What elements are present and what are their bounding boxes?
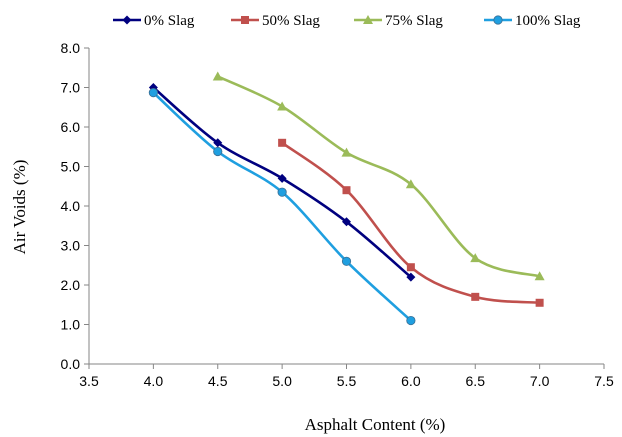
data-point [213,138,223,148]
legend-marker [122,15,132,25]
data-point [148,88,158,98]
legend-item: 0% Slag [113,13,195,29]
data-point [406,263,415,272]
data-point [213,146,223,157]
y-tick-label: 4.0 [61,198,81,214]
data-point [471,292,480,301]
y-tick-label: 5.0 [61,159,81,175]
data-point [406,315,416,326]
legend-marker [493,15,503,25]
legend-marker [363,15,373,24]
y-tick-label: 0.0 [61,356,81,372]
data-point [342,186,351,195]
series-0 [148,83,416,282]
legend-label: 100% Slag [515,13,581,29]
data-point [470,253,481,263]
x-tick-label: 7.5 [594,373,614,389]
x-tick-label: 5.5 [337,373,357,389]
data-point [277,187,287,197]
series-3 [148,88,416,326]
legend-label: 0% Slag [144,13,195,29]
data-point [534,271,545,281]
y-tick-label: 6.0 [61,119,81,135]
data-point [341,256,352,266]
data-point [278,138,287,147]
data-point [341,147,352,157]
data-point [277,173,287,183]
y-tick-label: 3.0 [61,238,81,254]
y-tick-label: 7.0 [61,80,81,96]
series-line [152,91,412,322]
x-tick-label: 7.0 [530,373,550,389]
legend-marker [241,16,249,24]
x-tick-label: 4.0 [144,373,164,389]
x-tick-label: 6.0 [401,373,421,389]
x-tick-label: 3.5 [79,373,99,389]
series-1 [278,138,544,307]
plot-area: 3.5 4.0 4.5 5.0 5.5 6.0 6.5 7.0 7.5 0.0 1.0 2.0 3.0 4… [61,40,614,389]
legend-item: 100% Slag [484,13,581,29]
legend-label: 50% Slag [262,13,320,29]
legend-label: 75% Slag [385,13,443,29]
y-tick-label: 8.0 [61,40,81,56]
x-tick-label: 5.0 [272,373,292,389]
legend: 0% Slag 50% Slag 75% Slag 100% Slag [113,13,581,29]
data-point [212,71,223,81]
data-point [342,217,351,227]
data-point [406,272,416,282]
legend-item: 75% Slag [354,13,443,29]
series-layer [148,71,545,326]
x-tick-label: 4.5 [208,373,228,389]
series-line [217,75,540,278]
x-axis-title: Asphalt Content (%) [305,415,446,434]
legend-item: 50% Slag [231,13,320,29]
data-point [535,298,544,307]
y-tick-label: 1.0 [61,317,81,333]
y-axis-title: Air Voids (%) [10,160,29,255]
data-point [405,179,416,189]
data-point [277,101,288,111]
axis-ticks: 3.5 4.0 4.5 5.0 5.5 6.0 6.5 7.0 7.5 0.0 1.0 2.0 3.0 4… [61,40,614,389]
series-2 [212,71,545,281]
x-tick-label: 6.5 [466,373,486,389]
y-tick-label: 2.0 [61,277,81,293]
